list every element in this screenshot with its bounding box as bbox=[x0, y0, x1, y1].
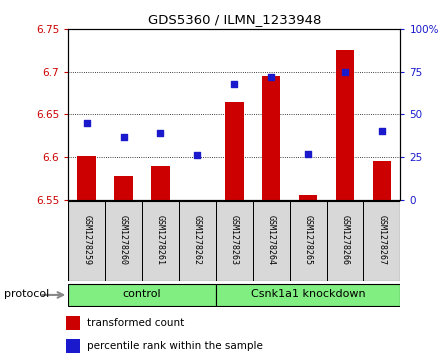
Text: GSM1278266: GSM1278266 bbox=[341, 215, 349, 265]
Text: percentile rank within the sample: percentile rank within the sample bbox=[87, 341, 263, 351]
Bar bbox=[216, 201, 253, 281]
Bar bbox=[363, 201, 400, 281]
Text: GSM1278265: GSM1278265 bbox=[304, 215, 313, 265]
Bar bbox=[66, 339, 80, 353]
Bar bbox=[188, 200, 207, 207]
Bar bbox=[336, 50, 354, 200]
Bar bbox=[299, 195, 317, 200]
Bar bbox=[68, 284, 216, 306]
Point bbox=[304, 151, 312, 156]
Text: GSM1278260: GSM1278260 bbox=[119, 215, 128, 265]
Point bbox=[341, 69, 348, 75]
Text: GSM1278262: GSM1278262 bbox=[193, 215, 202, 265]
Text: GSM1278267: GSM1278267 bbox=[378, 215, 386, 265]
Text: transformed count: transformed count bbox=[87, 318, 184, 328]
Bar bbox=[253, 201, 290, 281]
Bar bbox=[151, 166, 170, 200]
Bar bbox=[225, 102, 243, 200]
Point bbox=[231, 81, 238, 86]
Point bbox=[120, 134, 127, 139]
Text: GSM1278261: GSM1278261 bbox=[156, 215, 165, 265]
Text: control: control bbox=[123, 289, 161, 299]
Bar bbox=[216, 284, 400, 306]
Bar bbox=[105, 201, 142, 281]
Bar bbox=[262, 76, 280, 200]
Bar bbox=[373, 161, 391, 200]
Bar bbox=[326, 201, 363, 281]
Text: protocol: protocol bbox=[4, 289, 50, 299]
Bar bbox=[290, 201, 326, 281]
Bar bbox=[179, 201, 216, 281]
Point bbox=[378, 129, 385, 134]
Point bbox=[157, 130, 164, 136]
Bar bbox=[68, 201, 105, 281]
Point bbox=[83, 120, 90, 126]
Text: GSM1278259: GSM1278259 bbox=[82, 215, 91, 265]
Text: GSM1278263: GSM1278263 bbox=[230, 215, 239, 265]
Bar bbox=[66, 316, 80, 330]
Text: GSM1278264: GSM1278264 bbox=[267, 215, 276, 265]
Bar bbox=[114, 176, 133, 200]
Bar bbox=[142, 201, 179, 281]
Point bbox=[194, 152, 201, 158]
Title: GDS5360 / ILMN_1233948: GDS5360 / ILMN_1233948 bbox=[147, 13, 321, 26]
Bar bbox=[77, 156, 96, 200]
Text: Csnk1a1 knockdown: Csnk1a1 knockdown bbox=[251, 289, 366, 299]
Point bbox=[268, 74, 275, 80]
